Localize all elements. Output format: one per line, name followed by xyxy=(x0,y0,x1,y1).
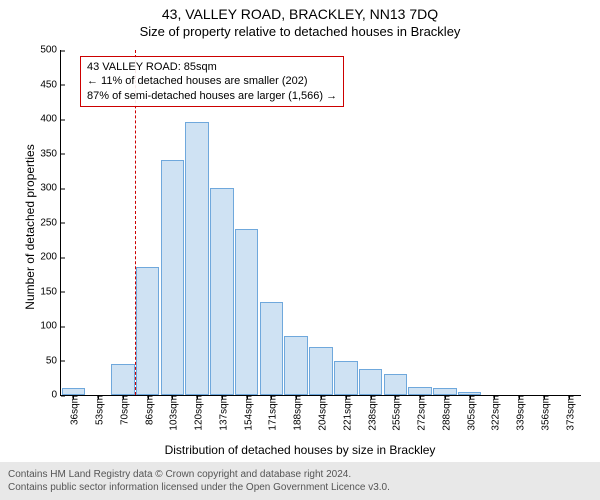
bar xyxy=(309,347,333,395)
bar xyxy=(235,229,259,395)
y-axis-label: Number of detached properties xyxy=(23,127,37,327)
x-tick: 255sqm xyxy=(388,395,403,431)
subtitle: Size of property relative to detached ho… xyxy=(0,22,600,39)
y-tick: 350 xyxy=(40,148,61,159)
annotation-line1: 43 VALLEY ROAD: 85sqm xyxy=(87,60,337,74)
y-tick: 0 xyxy=(51,390,61,401)
bar xyxy=(136,267,160,395)
x-tick: 322sqm xyxy=(487,395,502,431)
y-tick: 250 xyxy=(40,217,61,228)
x-tick: 137sqm xyxy=(214,395,229,431)
x-tick: 53sqm xyxy=(91,395,106,425)
bar xyxy=(408,387,432,395)
bar xyxy=(161,160,185,395)
x-tick: 356sqm xyxy=(536,395,551,431)
bar xyxy=(433,388,457,395)
y-tick: 150 xyxy=(40,286,61,297)
x-tick: 86sqm xyxy=(140,395,155,425)
y-tick: 50 xyxy=(46,355,61,366)
x-tick: 188sqm xyxy=(289,395,304,431)
bar xyxy=(185,122,209,395)
annotation-line2: ← 11% of detached houses are smaller (20… xyxy=(87,74,337,88)
x-tick: 288sqm xyxy=(437,395,452,431)
x-tick: 238sqm xyxy=(363,395,378,431)
x-tick: 120sqm xyxy=(190,395,205,431)
footer-line1: Contains HM Land Registry data © Crown c… xyxy=(8,468,592,481)
bar xyxy=(334,361,358,396)
x-tick: 204sqm xyxy=(314,395,329,431)
bar xyxy=(210,188,234,395)
bar xyxy=(359,369,383,395)
y-tick: 200 xyxy=(40,252,61,263)
x-tick: 70sqm xyxy=(115,395,130,425)
annotation-box: 43 VALLEY ROAD: 85sqm ← 11% of detached … xyxy=(80,56,344,107)
bar xyxy=(284,336,308,395)
page-title: 43, VALLEY ROAD, BRACKLEY, NN13 7DQ xyxy=(0,0,600,22)
bar xyxy=(384,374,408,395)
annotation-line3: 87% of semi-detached houses are larger (… xyxy=(87,89,337,103)
x-axis-label: Distribution of detached houses by size … xyxy=(0,443,600,457)
bar xyxy=(62,388,86,395)
x-tick: 272sqm xyxy=(413,395,428,431)
x-tick: 373sqm xyxy=(561,395,576,431)
bar xyxy=(111,364,135,395)
y-tick: 100 xyxy=(40,321,61,332)
x-tick: 339sqm xyxy=(512,395,527,431)
x-tick: 221sqm xyxy=(338,395,353,431)
x-tick: 154sqm xyxy=(239,395,254,431)
y-tick: 300 xyxy=(40,183,61,194)
x-tick: 305sqm xyxy=(462,395,477,431)
y-tick: 450 xyxy=(40,79,61,90)
footer: Contains HM Land Registry data © Crown c… xyxy=(0,462,600,500)
x-tick: 171sqm xyxy=(264,395,279,431)
footer-line2: Contains public sector information licen… xyxy=(8,481,592,494)
x-tick: 36sqm xyxy=(66,395,81,425)
y-tick: 500 xyxy=(40,45,61,56)
x-tick: 103sqm xyxy=(165,395,180,431)
bar xyxy=(260,302,284,395)
y-tick: 400 xyxy=(40,114,61,125)
